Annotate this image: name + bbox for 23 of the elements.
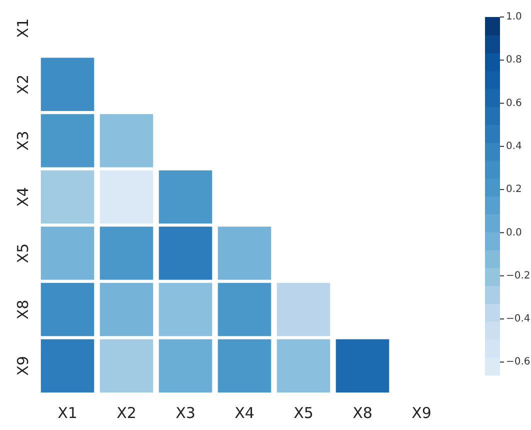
y-tick-label: X5: [14, 243, 32, 264]
y-tick-label: X2: [14, 74, 32, 94]
color-bar-label: 0.4: [506, 140, 522, 152]
y-tick-label: X9: [14, 356, 32, 376]
x-tick-label: X8: [352, 404, 372, 422]
x-tick-label: X1: [58, 404, 78, 422]
color-bar-label: −0.6: [506, 356, 530, 368]
y-tick-label: X1: [14, 18, 32, 38]
x-tick-label: X9: [412, 404, 432, 422]
x-tick-label: X2: [116, 404, 136, 422]
color-bar-label: −0.4: [506, 314, 530, 325]
y-tick-label: X3: [14, 130, 32, 151]
color-bar-label: 1.0: [506, 12, 522, 23]
x-tick-label: X5: [294, 404, 314, 422]
color-bar-label: 0.8: [506, 54, 522, 66]
color-bar-label: −0.2: [506, 270, 530, 282]
x-tick-label: X4: [234, 404, 254, 422]
color-bar-label: 0.0: [506, 227, 522, 238]
color-bar-label: 0.6: [506, 98, 522, 109]
x-tick-label: X3: [176, 404, 196, 422]
y-tick-label: X8: [14, 300, 32, 320]
y-tick-label: X4: [14, 187, 32, 207]
color-bar-label: 0.2: [506, 184, 522, 196]
